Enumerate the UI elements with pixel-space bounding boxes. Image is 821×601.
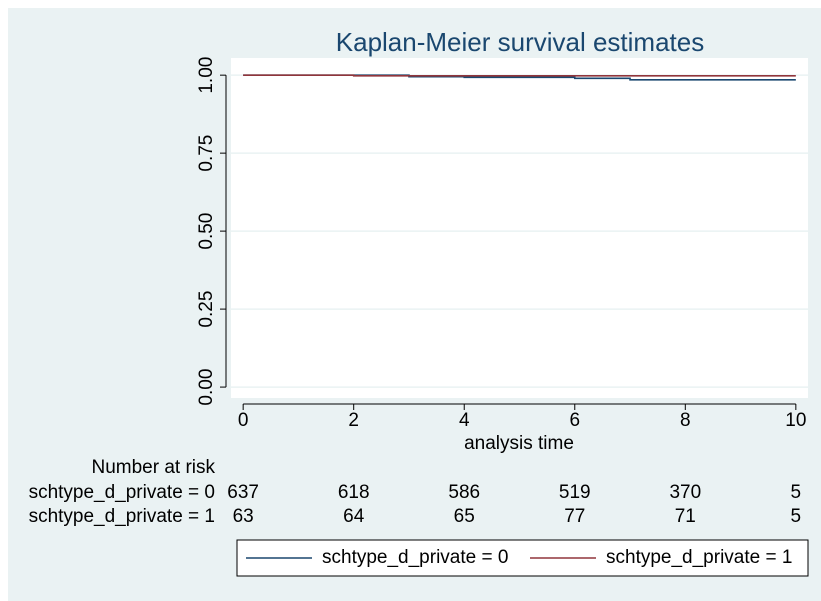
risk-value: 519	[559, 482, 591, 503]
risk-row-label: schtype_d_private = 0	[29, 482, 215, 503]
risk-value: 586	[448, 482, 480, 503]
risk-value: 63	[233, 506, 254, 527]
x-tick-label: 10	[785, 410, 806, 431]
y-tick-label: 1.00	[196, 57, 217, 94]
chart-title: Kaplan-Meier survival estimates	[336, 27, 704, 57]
risk-value: 637	[227, 482, 259, 503]
x-tick-label: 6	[569, 410, 580, 431]
risk-value: 64	[343, 506, 365, 527]
risk-table-title: Number at risk	[91, 457, 215, 478]
y-tick-label: 0.00	[196, 369, 217, 406]
y-tick-label: 0.75	[196, 135, 217, 172]
risk-value: 618	[338, 482, 370, 503]
risk-value: 5	[791, 482, 802, 503]
y-tick-label: 0.25	[196, 291, 217, 328]
risk-value: 65	[454, 506, 475, 527]
x-tick-label: 2	[348, 410, 359, 431]
survival-line	[243, 74, 796, 77]
x-tick-label: 0	[238, 410, 249, 431]
risk-value: 77	[564, 506, 585, 527]
plot-area	[231, 58, 808, 398]
risk-value: 370	[669, 482, 701, 503]
x-axis-title: analysis time	[464, 433, 574, 454]
x-tick-label: 8	[680, 410, 691, 431]
legend	[236, 539, 809, 577]
y-tick-label: 0.50	[196, 213, 217, 250]
risk-value: 5	[791, 506, 802, 527]
legend-label: schtype_d_private = 1	[606, 547, 792, 568]
risk-value: 71	[675, 506, 696, 527]
legend-label: schtype_d_private = 0	[322, 547, 508, 568]
x-tick-label: 4	[459, 410, 470, 431]
risk-row-label: schtype_d_private = 1	[29, 506, 215, 527]
